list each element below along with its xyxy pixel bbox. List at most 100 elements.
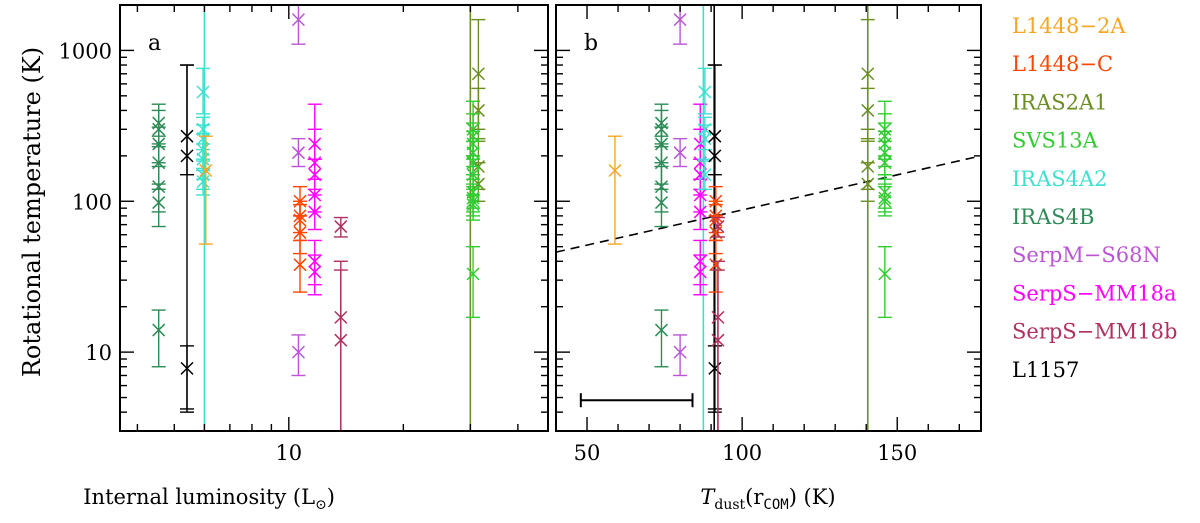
data-point-L1157	[707, 345, 722, 410]
fit-line	[556, 155, 981, 253]
legend-entry-IRAS2A1: IRAS2A1	[1012, 90, 1108, 114]
data-point-IRAS2A1	[860, 162, 875, 202]
y-ticks-a	[120, 4, 548, 432]
data-point-L1448-C	[292, 239, 307, 293]
scale-bar	[579, 393, 694, 408]
marker	[291, 345, 305, 359]
marker	[291, 13, 305, 27]
marker	[673, 146, 687, 160]
marker	[693, 205, 707, 219]
data-point-IRAS4B	[151, 183, 166, 228]
marker	[308, 205, 322, 219]
marker	[654, 196, 669, 210]
marker	[861, 103, 875, 117]
legend-entry-IRAS4B: IRAS4B	[1012, 205, 1094, 229]
x-tick-label: 100	[722, 441, 762, 465]
marker	[673, 13, 687, 27]
y-ticks-b	[556, 4, 981, 432]
marker	[693, 265, 707, 279]
marker	[152, 323, 166, 337]
data-point-IRAS4A2	[697, 67, 712, 115]
x-ticks-a	[136, 5, 519, 431]
data-point-SVS13A	[466, 245, 481, 319]
plot-area-a	[151, 5, 486, 431]
legend-entry-SVS13A: SVS13A	[1012, 129, 1099, 153]
data-point-SVS13A	[877, 245, 892, 319]
data-point-SerpS-MM18a	[307, 194, 322, 231]
axes-frame-a	[119, 4, 549, 432]
data-point-SerpS-MM18a	[693, 194, 708, 231]
data-point-IRAS4B	[654, 183, 669, 228]
legend-entry-L1448-2A: L1448−2A	[1012, 14, 1126, 38]
data-point-IRAS4B	[151, 309, 166, 368]
x-axis-label-a: Internal luminosity (L⊙)	[83, 485, 335, 513]
marker	[698, 132, 712, 146]
data-point-SVS13A	[877, 185, 892, 217]
marker	[608, 163, 622, 178]
legend-entry-SerpS-MM18a: SerpS−MM18a	[1012, 281, 1177, 305]
y-tick-label: 1000	[59, 39, 112, 63]
marker	[711, 220, 725, 234]
y-tick-label: 10	[85, 341, 112, 365]
marker	[708, 361, 722, 375]
legend-entry-L1157: L1157	[1012, 358, 1079, 382]
marker	[466, 267, 480, 281]
marker	[293, 226, 307, 240]
data-point-L1157	[179, 345, 194, 410]
legend-entry-SerpS-MM18b: SerpS−MM18b	[1012, 320, 1177, 344]
marker	[698, 168, 712, 182]
data-point-SerpS-MM18b	[333, 216, 348, 238]
legend: L1448−2A L1448−C IRAS2A1 SVS13A IRAS4A2 IRAS4…	[1012, 14, 1177, 382]
plot-area-b	[556, 5, 981, 431]
marker	[152, 137, 166, 151]
y-tick-label: 100	[72, 190, 112, 214]
marker	[466, 198, 480, 212]
marker	[199, 163, 213, 178]
data-point-SerpS-MM18b	[333, 269, 348, 431]
marker	[196, 85, 210, 99]
data-point-SVS13A	[466, 188, 481, 221]
marker	[196, 152, 210, 166]
marker	[711, 333, 725, 347]
data-point-SerpM-S68N	[291, 334, 306, 377]
legend-entry-IRAS4A2: IRAS4A2	[1012, 167, 1108, 191]
x-axis-label-b: Tdust(rCOM) (K)	[700, 485, 835, 513]
marker	[180, 149, 194, 163]
x-tick-label: 50	[574, 441, 601, 465]
data-point-IRAS2A1	[860, 87, 875, 142]
data-point-SerpS-MM18b	[710, 216, 725, 238]
marker	[180, 361, 194, 375]
marker	[654, 137, 669, 151]
marker	[673, 345, 687, 359]
panel-b: b 50 100 150	[555, 4, 982, 465]
marker	[471, 67, 485, 81]
marker	[293, 258, 307, 272]
marker	[861, 67, 875, 81]
marker	[334, 220, 348, 234]
legend-entry-SerpM-S68N: SerpM−S68N	[1012, 243, 1161, 267]
data-point-SerpS-MM18a	[307, 254, 322, 296]
x-ticks-b	[555, 5, 960, 431]
panel-a: a 10 100 1000 10	[59, 4, 549, 465]
data-point-IRAS4B	[654, 309, 669, 368]
marker	[878, 194, 892, 208]
x-tick-label: 10	[275, 441, 302, 465]
x-tick-label: 150	[877, 441, 917, 465]
legend-entry-L1448-C: L1448−C	[1012, 52, 1113, 76]
marker	[878, 156, 892, 170]
axes-frame-b	[555, 4, 982, 432]
data-point-L1448-2A	[198, 135, 213, 245]
data-point-SerpM-S68N	[291, 137, 306, 168]
data-point-IRAS4A2	[697, 124, 712, 160]
data-point-SerpM-S68N	[673, 334, 688, 377]
marker	[708, 149, 722, 163]
marker	[308, 265, 322, 279]
data-point-L1448-C	[708, 239, 723, 293]
marker	[861, 177, 875, 191]
data-point-SerpM-S68N	[291, 5, 306, 45]
marker	[334, 333, 348, 347]
marker	[698, 85, 712, 99]
panel-label-b: b	[584, 31, 598, 56]
marker	[291, 146, 305, 160]
